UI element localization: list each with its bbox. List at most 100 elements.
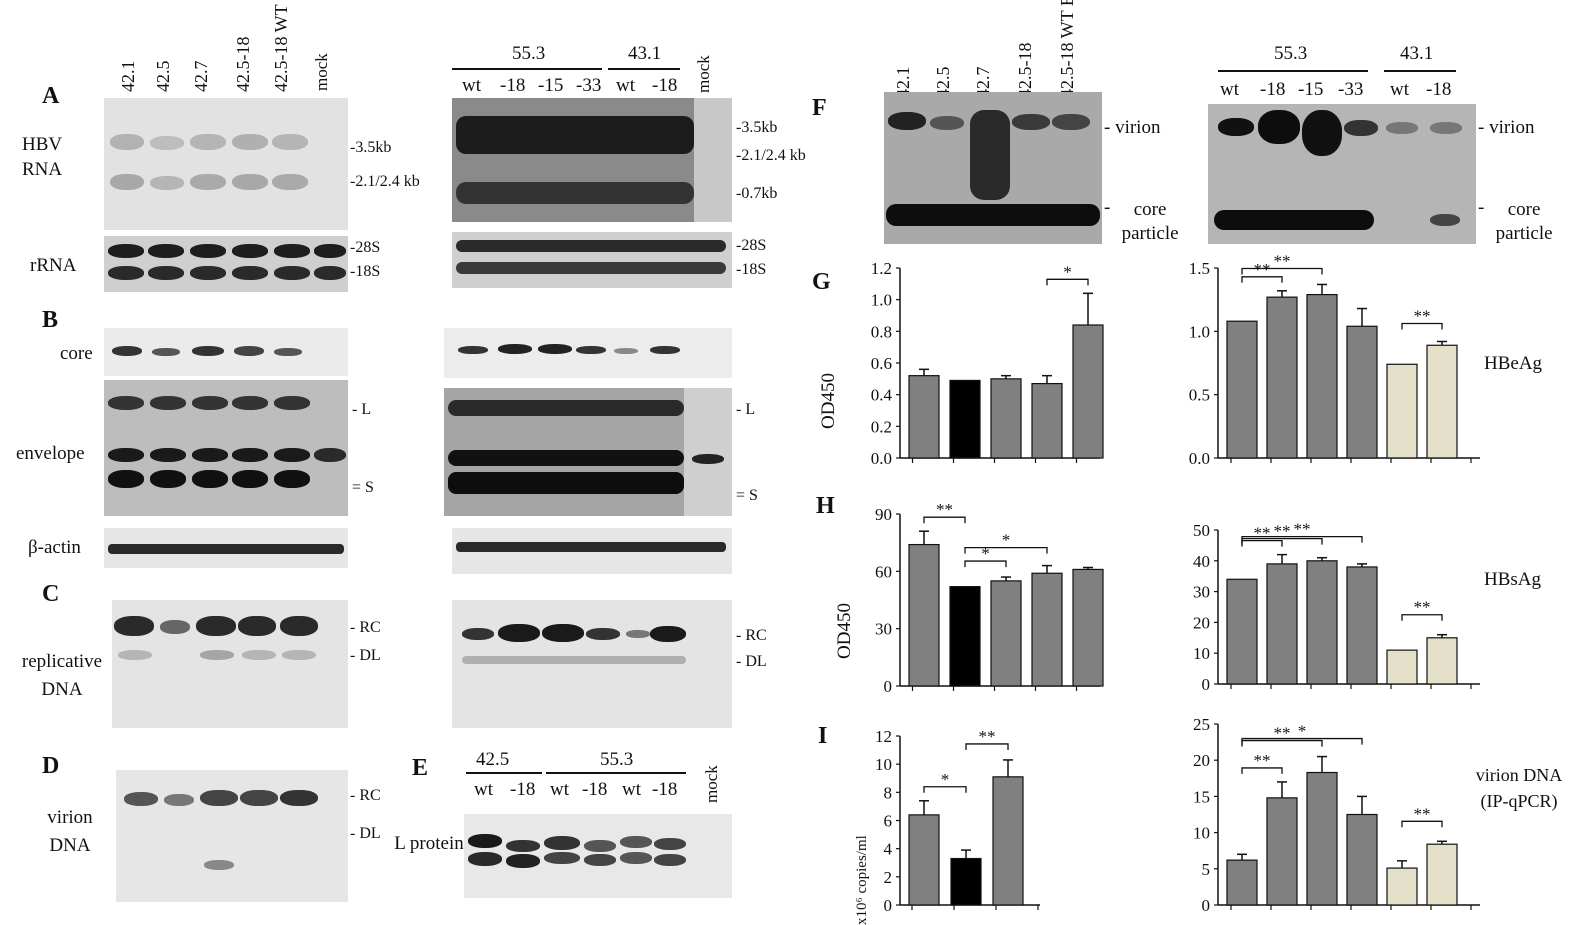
y-tick-label: 5 [1202, 860, 1211, 879]
rrna-blot-right [452, 232, 732, 288]
marker-dl: - DL [350, 647, 381, 664]
group-underline [452, 68, 602, 70]
significance-label: ** [979, 727, 996, 746]
y-tick-label: 1.5 [1189, 259, 1210, 278]
lane-label: -33 [1338, 79, 1364, 100]
significance-label: ** [1274, 522, 1291, 541]
bar [1386, 363, 1418, 459]
panel-label-d: D [42, 753, 60, 779]
marker-l: - L [352, 401, 372, 418]
marker-dl: - DL [350, 825, 381, 842]
significance-bracket [1241, 267, 1323, 275]
actin-blot-right [452, 528, 732, 574]
y-tick-label: 10 [1193, 644, 1210, 663]
lane-label: -33 [576, 75, 602, 96]
group-label-55-3: 55.3 [1274, 43, 1308, 64]
y-tick-label: 0.0 [1189, 449, 1210, 468]
panel-label-g: G [812, 269, 831, 295]
bar [990, 378, 1022, 459]
significance-bracket [1401, 820, 1443, 828]
significance-bracket [923, 516, 966, 524]
significance-label: ** [1274, 724, 1291, 743]
significance-bracket [964, 560, 1007, 568]
panel-label-a: A [42, 83, 60, 109]
panel-label-h: H [816, 493, 835, 519]
envelope-label: envelope [16, 443, 85, 464]
lane-label: wt [622, 779, 641, 800]
core-label: core [60, 343, 93, 364]
bar [1386, 649, 1418, 685]
rrna-blot-left [104, 236, 348, 292]
marker-s: = S [352, 479, 374, 496]
significance-bracket [1046, 278, 1089, 286]
y-tick-label: 0.4 [871, 386, 893, 405]
lane-label: wt [474, 779, 493, 800]
group-underline [608, 68, 680, 70]
chart-annotation-hbeag: HBeAg [1484, 353, 1543, 374]
y-tick-label: 20 [1193, 751, 1210, 770]
significance-bracket [1401, 322, 1443, 330]
significance-label: ** [936, 500, 953, 519]
significance-label: * [1298, 722, 1307, 741]
marker-18s: -18S [736, 261, 767, 278]
core-particle-marker: - core particle [1478, 197, 1553, 244]
hbv-rna-label: HBV RNA [22, 134, 63, 180]
lane-label: -18 [582, 779, 608, 800]
lane-label: wt [1390, 79, 1409, 100]
bar [1072, 324, 1104, 459]
y-tick-label: 0.8 [871, 322, 892, 341]
lane-label: -18 [1426, 79, 1452, 100]
marker-dl: - DL [736, 653, 767, 670]
significance-label: * [1002, 531, 1011, 550]
replicative-dna-label: replicative DNA [21, 651, 103, 700]
y-tick-label: 40 [1193, 552, 1210, 571]
bar [1346, 325, 1378, 459]
significance-label: * [1063, 262, 1072, 281]
y-tick-label: 0 [1202, 896, 1211, 915]
y-tick-label: 1.0 [871, 291, 892, 310]
lane-label: wt [1220, 79, 1239, 100]
y-tick-label: 15 [1193, 787, 1210, 806]
bar [908, 814, 940, 906]
bar [990, 580, 1022, 687]
lane-label: -18 [500, 75, 526, 96]
y-tick-label: 25 [1193, 715, 1210, 734]
y-tick-label: 90 [875, 505, 892, 524]
bar [949, 379, 981, 459]
bar [908, 543, 940, 687]
significance-label: * [941, 770, 950, 789]
significance-label: ** [1254, 524, 1271, 543]
lane-label: -18 [652, 779, 678, 800]
bar [1031, 382, 1063, 459]
virion-marker: - virion [1478, 117, 1535, 138]
y-tick-label: 0 [1202, 675, 1211, 694]
significance-bracket [1241, 276, 1283, 283]
y-tick-label: 1.2 [871, 259, 892, 278]
lane-label: -15 [538, 75, 564, 96]
significance-label: ** [1254, 751, 1271, 770]
significance-bracket [1241, 535, 1363, 543]
y-tick-label: 4 [884, 840, 893, 859]
bar [1306, 560, 1338, 685]
y-tick-label: 0.6 [871, 354, 892, 373]
marker-28s: -28S [350, 239, 381, 256]
marker-3-5kb: -3.5kb [350, 139, 392, 156]
y-tick-label: 50 [1193, 521, 1210, 540]
group-label-55-3: 55.3 [600, 749, 634, 770]
y-tick-label: 12 [875, 727, 892, 746]
bar [1226, 578, 1258, 685]
panel-label-i: I [818, 723, 828, 749]
core-particle-marker: - core particle [1104, 197, 1179, 244]
marker-2-1kb: -2.1/2.4 kb [736, 147, 806, 164]
marker-rc: - RC [350, 787, 381, 804]
y-tick-label: 30 [875, 620, 892, 639]
envelope-blot-left [104, 380, 348, 516]
significance-label: ** [1274, 251, 1291, 270]
y-tick-label: 0 [884, 896, 893, 915]
lane-label: wt [462, 75, 481, 96]
bar [1346, 813, 1378, 906]
significance-bracket [923, 786, 967, 793]
bar [1306, 771, 1338, 906]
actin-label: β-actin [28, 537, 81, 558]
